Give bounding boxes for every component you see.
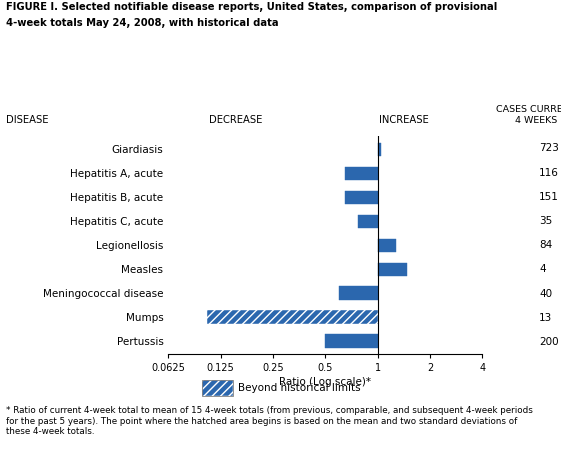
- Bar: [378, 143, 381, 156]
- Text: CASES CURRENT
4 WEEKS: CASES CURRENT 4 WEEKS: [496, 105, 561, 125]
- Bar: [325, 334, 378, 347]
- Text: 151: 151: [539, 192, 559, 202]
- Text: 35: 35: [539, 216, 552, 226]
- X-axis label: Ratio (Log scale)*: Ratio (Log scale)*: [279, 377, 371, 387]
- Bar: [345, 167, 378, 180]
- Text: * Ratio of current 4-week total to mean of 15 4-week totals (from previous, comp: * Ratio of current 4-week total to mean …: [6, 406, 532, 436]
- Bar: [345, 191, 378, 204]
- Text: DECREASE: DECREASE: [209, 115, 263, 125]
- Text: 4-week totals May 24, 2008, with historical data: 4-week totals May 24, 2008, with histori…: [6, 18, 278, 28]
- Text: 200: 200: [539, 337, 559, 347]
- Text: 40: 40: [539, 289, 552, 299]
- Text: 84: 84: [539, 240, 552, 250]
- Bar: [378, 238, 397, 252]
- Text: FIGURE I. Selected notifiable disease reports, United States, comparison of prov: FIGURE I. Selected notifiable disease re…: [6, 2, 497, 12]
- Text: 4: 4: [539, 264, 546, 274]
- Text: 723: 723: [539, 143, 559, 153]
- Text: DISEASE: DISEASE: [6, 115, 48, 125]
- Bar: [339, 286, 378, 300]
- Bar: [358, 215, 378, 228]
- Text: 116: 116: [539, 168, 559, 178]
- Bar: [378, 262, 407, 276]
- Text: 13: 13: [539, 313, 552, 323]
- Text: INCREASE: INCREASE: [379, 115, 429, 125]
- Text: Beyond historical limits: Beyond historical limits: [238, 383, 361, 393]
- Bar: [208, 311, 378, 324]
